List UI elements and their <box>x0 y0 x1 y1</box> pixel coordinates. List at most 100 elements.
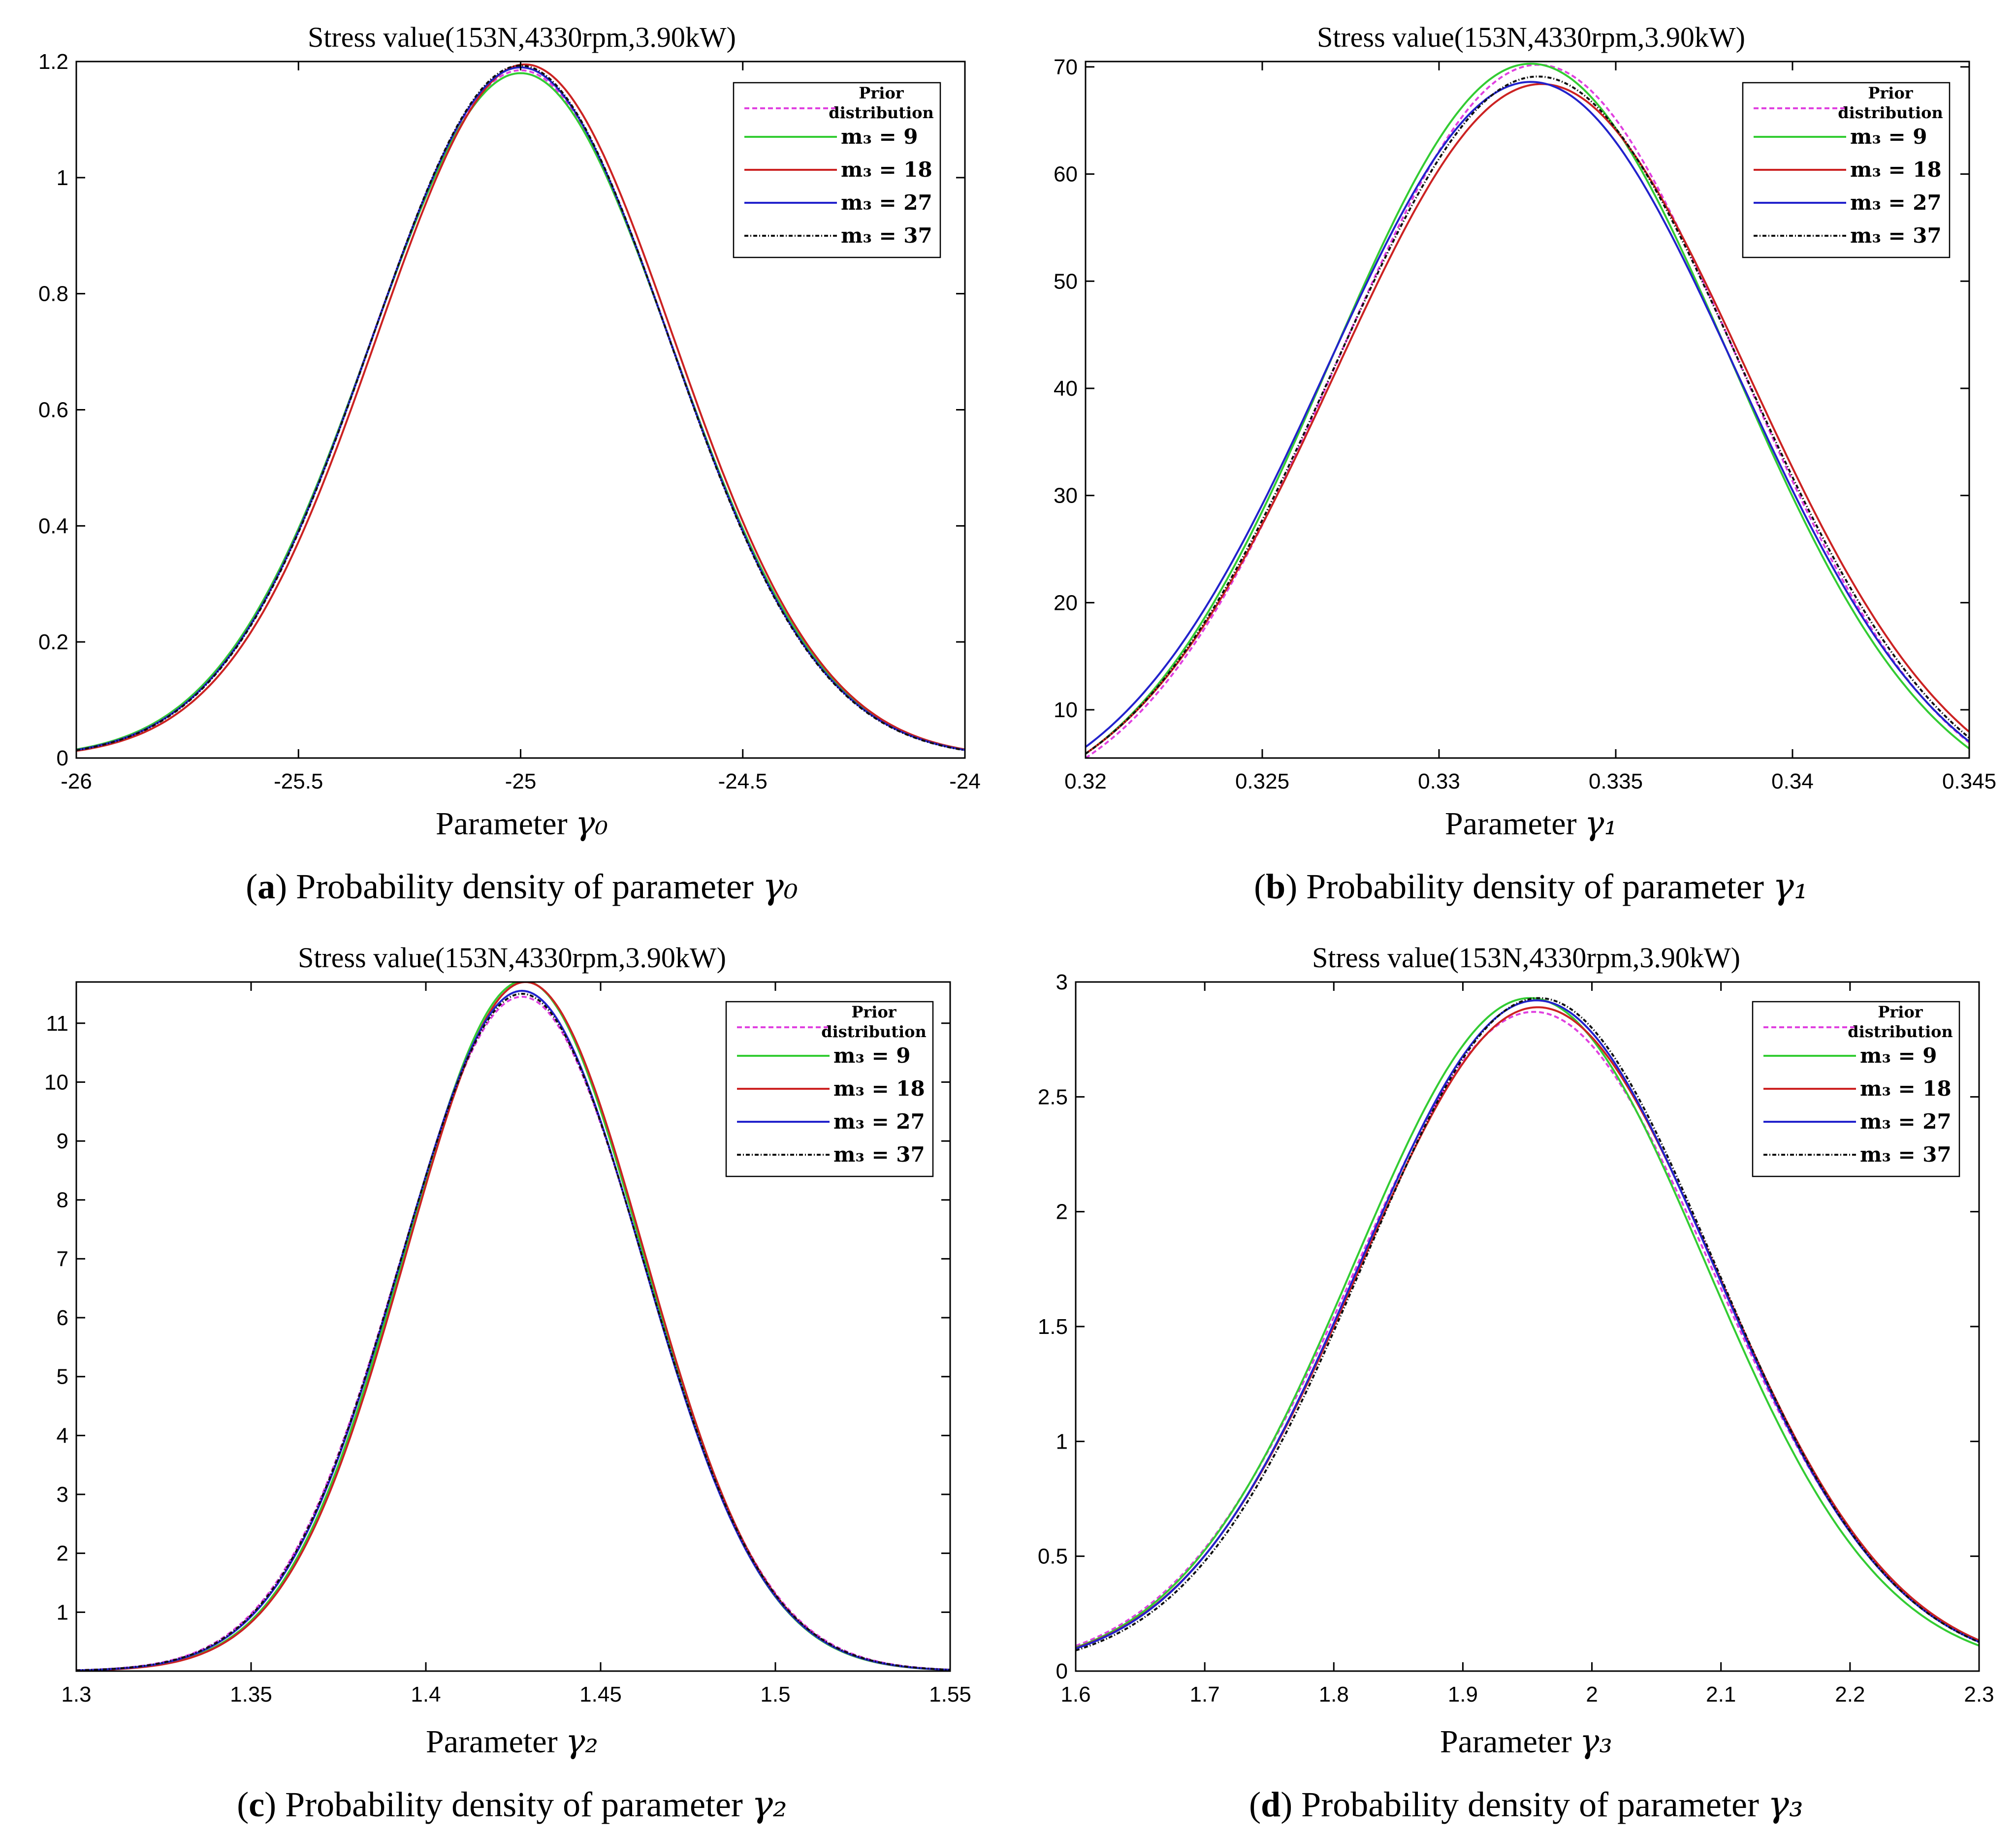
panel-c-ytick-label: 3 <box>57 1483 68 1507</box>
panel-b-ytick-label: 10 <box>1054 698 1078 722</box>
panel-a-legend-label-m27: m₃ = 27 <box>841 190 932 215</box>
panel-c-plot: 1.3 1.35 1.4 1.45 1.5 1.55 1 2 3 4 5 6 7 8 9 10 11 Priord… <box>44 981 971 1707</box>
panel-c-ytick-label: 2 <box>57 1542 68 1566</box>
panel-a-xtick-label: -24.5 <box>718 769 768 793</box>
panel-b-series-m27 <box>1086 81 1969 748</box>
panel-d-series-m9 <box>1076 997 1979 1648</box>
panel-c-ytick-label: 4 <box>57 1424 68 1448</box>
panel-a-caption-symbol: γ₀ <box>763 865 798 907</box>
panel-c-caption: (c) Probability density of parameter γ₂ <box>237 1783 787 1825</box>
panel-b-ytick-label: 20 <box>1054 591 1078 615</box>
panel-a-xtick-label: -25.5 <box>274 769 323 793</box>
panel-c-xtick-label: 1.55 <box>929 1682 971 1707</box>
panel-c-ytick-label: 6 <box>57 1306 68 1330</box>
panel-d-xlabel-prefix: Parameter <box>1440 1724 1580 1760</box>
panel-d-plot: 1.6 1.7 1.8 1.9 2 2.1 2.2 2.3 0 0.5 1 1.5 2 2.5 3 Prior… <box>1038 970 1994 1707</box>
panel-c-legend-label-m9: m₃ = 9 <box>833 1044 911 1068</box>
panel-c-xtick-label: 1.3 <box>61 1682 91 1707</box>
panel-c-ytick-label: 10 <box>44 1070 68 1094</box>
panel-c-ytick-label: 9 <box>57 1129 68 1153</box>
panel-b-caption: (b) Probability density of parameter γ₁ <box>1254 865 1808 907</box>
panel-d-xtick-label: 1.6 <box>1060 1682 1090 1707</box>
panel-b-caption-open: ( <box>1254 867 1266 906</box>
panel-b-legend-label-m27: m₃ = 27 <box>1850 190 1942 215</box>
panel-a-legend-label-m9: m₃ = 9 <box>841 125 918 149</box>
panel-d-xtick-label: 2.2 <box>1835 1682 1865 1707</box>
panel-c-axes-frame <box>75 981 951 1672</box>
panel-b-curves <box>1086 63 1969 758</box>
panel-d-title: Stress value(153N,4330rpm,3.90kW) <box>1312 942 1740 974</box>
panel-a-caption: (a) Probability density of parameter γ₀ <box>246 865 798 907</box>
panel-c-ytick-label: 11 <box>46 1012 68 1036</box>
panel-b-ytick-label: 40 <box>1054 377 1078 401</box>
panel-b-legend-prior-line1: Prior <box>1868 84 1913 102</box>
panel-b-ytick-label: 50 <box>1054 269 1078 293</box>
panel-a-xtick-label: -25 <box>505 769 537 793</box>
panel-d-xtick-label: 2 <box>1586 1682 1598 1707</box>
panel-c-legend-label-m37: m₃ = 37 <box>833 1142 925 1167</box>
panel-a-xlabel-prefix: Parameter <box>436 806 576 842</box>
panel-a-caption-letter: a <box>257 867 275 906</box>
panel-a-caption-text: Probability density of parameter <box>287 867 763 906</box>
panel-c-caption-close: ) <box>264 1785 276 1824</box>
panel-b-xtick-label: 0.345 <box>1942 769 1996 793</box>
panel-b-xlabel: Parameter γ₁ <box>1445 804 1617 842</box>
panel-b-xtick-label: 0.33 <box>1418 769 1460 793</box>
panel-b-xtick-label: 0.32 <box>1064 769 1107 793</box>
panel-b-caption-symbol: γ₁ <box>1773 865 1808 907</box>
panel-d-caption-open: ( <box>1249 1785 1261 1824</box>
panel-d-xtick-label: 1.8 <box>1319 1682 1349 1707</box>
panel-d-caption-text: Probability density of parameter <box>1292 1785 1768 1824</box>
panel-d-caption: (d) Probability density of parameter γ₃ <box>1249 1783 1803 1825</box>
panel-d-ytick-label: 3 <box>1056 970 1068 994</box>
panel-d-ytick-label: 1.5 <box>1038 1315 1068 1339</box>
panel-d: Stress value(153N,4330rpm,3.90kW) 1.6 1.7… <box>1038 942 1994 1825</box>
panel-c-curves <box>76 982 950 1671</box>
panel-b-series-prior <box>1086 63 1969 758</box>
panel-d-legend-label-m37: m₃ = 37 <box>1860 1142 1952 1167</box>
panel-c-legend-prior-line1: Prior <box>851 1003 896 1021</box>
panel-d-xlabel-symbol: γ₃ <box>1580 1722 1612 1760</box>
panel-b-xlabel-prefix: Parameter <box>1445 806 1585 842</box>
panel-a-caption-open: ( <box>246 867 257 906</box>
panel-a-title: Stress value(153N,4330rpm,3.90kW) <box>308 21 736 53</box>
panel-c-xlabel: Parameter γ₂ <box>426 1722 598 1760</box>
panel-b-axes-frame <box>1085 61 1970 759</box>
panel-c-xlabel-prefix: Parameter <box>426 1724 566 1760</box>
panel-c-ytick-label: 7 <box>57 1247 68 1271</box>
panel-d-caption-close: ) <box>1280 1785 1292 1824</box>
panel-a-ytick-label: 0.4 <box>38 514 68 538</box>
panel-b-ytick-label: 60 <box>1054 162 1078 187</box>
panel-d-ytick-label: 0 <box>1056 1659 1068 1683</box>
panel-b-plot: 0.32 0.325 0.33 0.335 0.34 0.345 10 20 30 40 50 60 7… <box>1054 55 1996 793</box>
panel-d-legend-prior-line2: distribution <box>1848 1022 1953 1041</box>
panel-c-legend-label-m18: m₃ = 18 <box>833 1076 925 1101</box>
panel-d-xtick-label: 2.1 <box>1706 1682 1736 1707</box>
panel-b-xtick-label: 0.325 <box>1235 769 1289 793</box>
panel-a-ytick-label: 1 <box>57 166 68 190</box>
panel-a-ytick-label: 1.2 <box>38 50 68 74</box>
panel-d-xtick-label: 1.9 <box>1448 1682 1478 1707</box>
panel-b-xtick-label: 0.34 <box>1771 769 1814 793</box>
panel-d-curves <box>1076 997 1979 1651</box>
panel-c-caption-letter: c <box>249 1785 264 1824</box>
panel-c-xtick-label: 1.45 <box>579 1682 622 1707</box>
panel-a-legend-prior-line1: Prior <box>859 84 904 102</box>
panel-a-legend-label-m18: m₃ = 18 <box>841 158 932 182</box>
panel-b-legend-label-m18: m₃ = 18 <box>1850 158 1942 182</box>
panel-b-ytick-label: 30 <box>1054 484 1078 508</box>
panel-c-xtick-label: 1.4 <box>411 1682 441 1707</box>
panel-d-xtick-label: 1.7 <box>1190 1682 1220 1707</box>
panel-b: Stress value(153N,4330rpm,3.90kW) 0.32 0.… <box>1054 21 1996 907</box>
panel-d-xlabel: Parameter γ₃ <box>1440 1722 1612 1760</box>
panel-a-caption-close: ) <box>275 867 287 906</box>
panel-a-plot: -26 -25.5 -25 -24.5 -24 0 0.2 0.4 0.6 0.8 1 1.2 Prio… <box>38 50 981 793</box>
panel-b-caption-close: ) <box>1285 867 1297 906</box>
panel-c-legend-prior-line2: distribution <box>821 1022 927 1041</box>
panel-c-xlabel-symbol: γ₂ <box>566 1722 598 1760</box>
panel-b-legend-label-m9: m₃ = 9 <box>1850 125 1927 149</box>
panel-a-ytick-label: 0.2 <box>38 630 68 654</box>
